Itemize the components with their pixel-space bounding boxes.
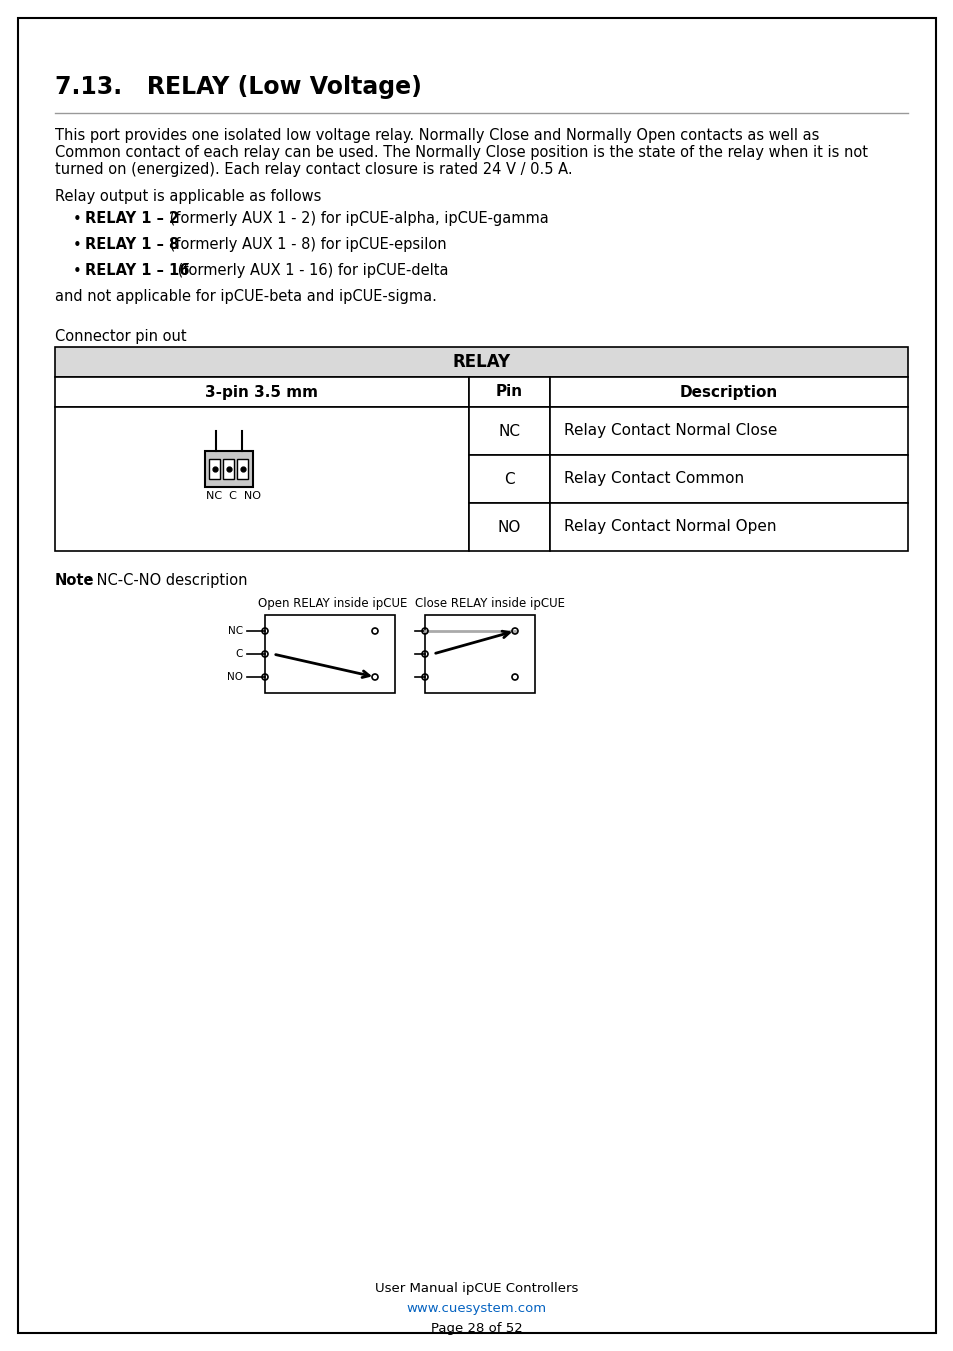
Text: NO: NO bbox=[497, 520, 520, 535]
Text: : NC-C-NO description: : NC-C-NO description bbox=[87, 573, 247, 588]
Text: 7.13.   RELAY (Low Voltage): 7.13. RELAY (Low Voltage) bbox=[55, 76, 421, 99]
Text: Relay output is applicable as follows: Relay output is applicable as follows bbox=[55, 189, 321, 204]
Text: Pin: Pin bbox=[496, 385, 522, 400]
Text: •: • bbox=[73, 212, 82, 227]
Text: NC: NC bbox=[497, 423, 519, 439]
Bar bbox=[549, 407, 907, 455]
Bar bbox=[549, 455, 907, 503]
Bar bbox=[424, 615, 535, 693]
Text: turned on (energized). Each relay contact closure is rated 24 V / 0.5 A.: turned on (energized). Each relay contac… bbox=[55, 162, 572, 177]
Bar bbox=[468, 503, 549, 551]
Text: User Manual ipCUE Controllers: User Manual ipCUE Controllers bbox=[375, 1282, 578, 1296]
Bar bbox=[468, 407, 549, 455]
Text: Relay Contact Common: Relay Contact Common bbox=[563, 471, 743, 486]
Text: RELAY 1 – 2: RELAY 1 – 2 bbox=[85, 211, 179, 226]
Text: and not applicable for ipCUE-beta and ipCUE-sigma.: and not applicable for ipCUE-beta and ip… bbox=[55, 289, 436, 304]
Text: www.cuesystem.com: www.cuesystem.com bbox=[407, 1302, 546, 1315]
Text: (formerly AUX 1 - 2) for ipCUE-alpha, ipCUE-gamma: (formerly AUX 1 - 2) for ipCUE-alpha, ip… bbox=[165, 211, 549, 226]
Bar bbox=[549, 503, 907, 551]
Text: Open RELAY inside ipCUE: Open RELAY inside ipCUE bbox=[258, 597, 407, 611]
Text: Note: Note bbox=[55, 573, 94, 588]
Text: 3-pin 3.5 mm: 3-pin 3.5 mm bbox=[205, 385, 318, 400]
Text: Description: Description bbox=[679, 385, 778, 400]
Text: NC  C  NO: NC C NO bbox=[206, 490, 260, 501]
Bar bbox=[265, 615, 395, 693]
Bar bbox=[468, 455, 549, 503]
Text: (formerly AUX 1 - 8) for ipCUE-epsilon: (formerly AUX 1 - 8) for ipCUE-epsilon bbox=[165, 236, 446, 253]
Text: RELAY 1 – 16: RELAY 1 – 16 bbox=[85, 263, 190, 278]
Text: Common contact of each relay can be used. The Normally Close position is the sta: Common contact of each relay can be used… bbox=[55, 145, 867, 159]
Text: •: • bbox=[73, 238, 82, 253]
Text: C: C bbox=[503, 471, 514, 486]
Bar bbox=[237, 459, 248, 480]
Text: NO: NO bbox=[227, 671, 243, 682]
Bar bbox=[209, 459, 220, 480]
Bar bbox=[205, 451, 253, 486]
Bar bbox=[55, 407, 468, 551]
Bar bbox=[223, 459, 234, 480]
Text: NC: NC bbox=[228, 626, 243, 636]
Text: (formerly AUX 1 - 16) for ipCUE-delta: (formerly AUX 1 - 16) for ipCUE-delta bbox=[172, 263, 448, 278]
Bar bbox=[468, 377, 549, 407]
Text: Relay Contact Normal Close: Relay Contact Normal Close bbox=[563, 423, 777, 439]
Text: Page 28 of 52: Page 28 of 52 bbox=[431, 1323, 522, 1335]
Text: Relay Contact Normal Open: Relay Contact Normal Open bbox=[563, 520, 776, 535]
Bar bbox=[549, 377, 907, 407]
Text: This port provides one isolated low voltage relay. Normally Close and Normally O: This port provides one isolated low volt… bbox=[55, 128, 819, 143]
Text: Close RELAY inside ipCUE: Close RELAY inside ipCUE bbox=[415, 597, 564, 611]
Text: C: C bbox=[235, 648, 243, 659]
Bar bbox=[55, 347, 907, 377]
Text: RELAY 1 – 8: RELAY 1 – 8 bbox=[85, 236, 179, 253]
Text: Connector pin out: Connector pin out bbox=[55, 330, 187, 345]
Text: RELAY: RELAY bbox=[452, 353, 510, 372]
Bar bbox=[55, 377, 468, 407]
Text: •: • bbox=[73, 263, 82, 280]
